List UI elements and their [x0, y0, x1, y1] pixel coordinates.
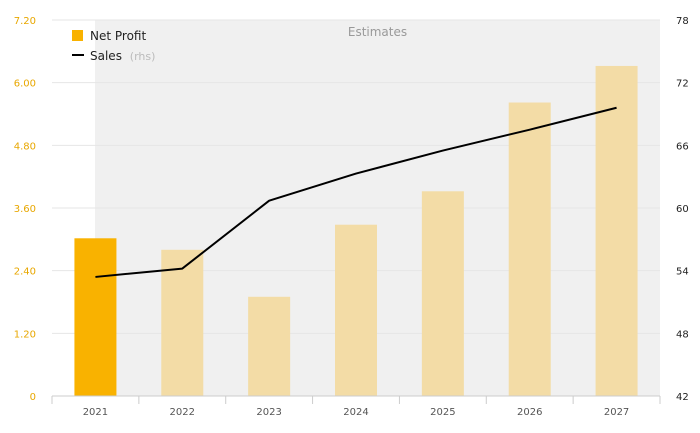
legend: Net Profit Sales (rhs) [72, 29, 155, 63]
sales-line [95, 106, 617, 278]
x-tick-label: 2024 [343, 407, 368, 418]
bar-net-profit-2024 [335, 224, 377, 396]
bar-net-profit-2025 [421, 191, 464, 396]
bar-net-profit-2021 [74, 238, 117, 396]
right-tick-label: 78 [676, 16, 689, 27]
x-tick-label: 2027 [604, 407, 629, 418]
left-tick-label: 2.40 [14, 267, 36, 278]
x-tick-label: 2022 [170, 407, 195, 418]
axes: 0 42 1.20 48 2.40 54 3.60 60 4.80 66 6.00 72 7.20 78 2… [14, 16, 689, 418]
legend-label-sales: Sales (rhs) [90, 49, 155, 63]
left-tick-label: 7.20 [14, 16, 36, 27]
left-tick-label: 3.60 [14, 204, 36, 215]
legend-label-net-profit: Net Profit [90, 29, 146, 43]
x-tick-label: 2025 [430, 407, 455, 418]
x-tick-label: 2021 [83, 407, 108, 418]
legend-swatch-net-profit [72, 30, 83, 41]
bar-net-profit-2023 [248, 296, 291, 396]
right-tick-label: 42 [676, 392, 689, 403]
left-tick-label: 1.20 [14, 329, 36, 340]
bar-net-profit-2027 [595, 65, 638, 396]
right-tick-label: 60 [676, 204, 689, 215]
sales-line-layer [95, 106, 617, 278]
right-tick-label: 48 [676, 329, 689, 340]
left-tick-label: 4.80 [14, 141, 36, 152]
legend-label-sales-name: Sales [90, 49, 122, 63]
estimates-annotation: Estimates [348, 25, 407, 39]
left-tick-label: 6.00 [14, 79, 36, 90]
x-tick-label: 2023 [256, 407, 281, 418]
bar-net-profit-2026 [508, 102, 551, 396]
x-tick-label: 2026 [517, 407, 542, 418]
right-tick-label: 66 [676, 141, 689, 152]
bars [74, 65, 638, 396]
right-tick-label: 54 [676, 267, 689, 278]
right-tick-label: 72 [676, 79, 689, 90]
legend-label-sales-note: (rhs) [130, 50, 156, 63]
bar-net-profit-2022 [161, 249, 204, 396]
left-tick-label: 0 [30, 392, 36, 403]
